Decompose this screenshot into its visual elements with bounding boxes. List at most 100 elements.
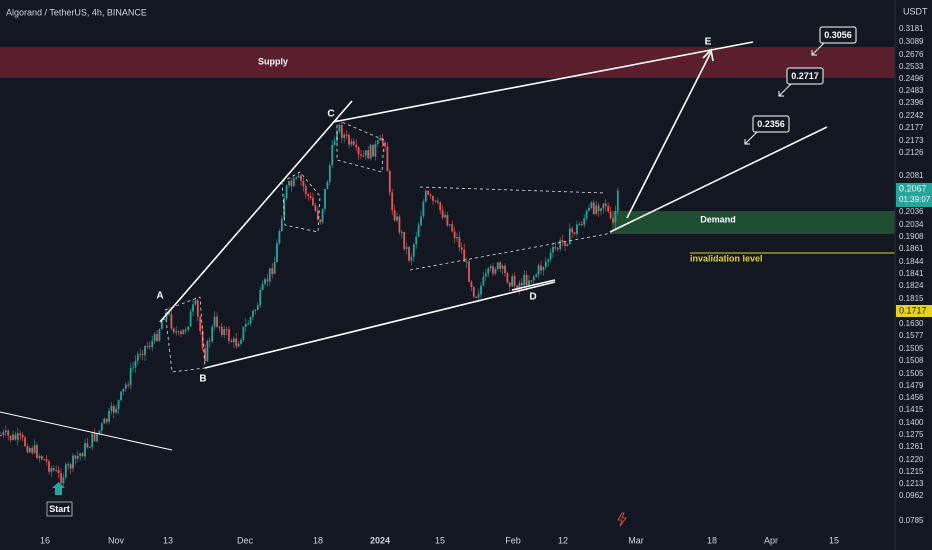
target-box — [819, 26, 857, 44]
candle-body — [340, 124, 343, 138]
price-tick-label: 0.0785 — [899, 516, 924, 525]
candle-body — [494, 269, 497, 274]
wave-label: C — [327, 109, 334, 120]
candle-body — [172, 328, 175, 333]
candle-body — [112, 406, 115, 413]
candle-body — [285, 185, 288, 199]
candle-body — [201, 330, 204, 349]
candle-body — [132, 367, 134, 369]
candle-body — [175, 331, 178, 333]
candle-body — [465, 261, 468, 263]
price-tick-label: 0.1841 — [899, 269, 924, 278]
candle-body — [542, 267, 545, 271]
candle-body — [9, 435, 12, 440]
candle-body — [566, 244, 569, 247]
candle-body — [268, 268, 271, 282]
price-tick-label: 0.2036 — [899, 207, 924, 216]
candle-body — [213, 316, 216, 327]
candle-body — [436, 200, 439, 203]
price-tick-label: 0.1577 — [899, 331, 924, 340]
price-tick-label: 0.2126 — [899, 148, 924, 157]
candle-body — [129, 368, 132, 386]
candle-body — [549, 252, 552, 260]
candle-body — [290, 181, 293, 187]
candle-body — [206, 340, 209, 362]
candle-body — [544, 261, 547, 268]
candle-body — [247, 323, 250, 325]
candle-body — [616, 190, 619, 212]
candle-body — [564, 241, 566, 247]
last-price: 0.2067 — [899, 183, 927, 193]
pattern-lines — [164, 119, 613, 373]
candle-body — [244, 323, 247, 327]
time-tick-label: 15 — [829, 535, 839, 545]
candle-body — [252, 310, 254, 318]
candle-body — [45, 459, 48, 462]
candle-body — [67, 464, 70, 466]
candle-body — [103, 418, 106, 424]
price-tick-label: 0.1479 — [899, 381, 924, 390]
candle-body — [376, 140, 379, 144]
candle-body — [444, 215, 446, 218]
candle-body — [26, 446, 29, 453]
candle-body — [235, 338, 238, 347]
candle-body — [422, 201, 425, 217]
candle-body — [374, 143, 377, 157]
candle-body — [446, 215, 449, 226]
candle-body — [448, 224, 451, 226]
candle-body — [211, 326, 214, 342]
candle-body — [280, 218, 283, 232]
time-axis-bg — [0, 530, 895, 550]
candle-body — [96, 433, 98, 442]
candle-body — [288, 181, 290, 186]
candle-body — [36, 445, 38, 459]
candle-body — [72, 455, 74, 469]
candle-body — [84, 443, 86, 457]
candle-body — [292, 178, 295, 187]
candle-body — [220, 326, 223, 335]
candle-body — [297, 175, 300, 178]
candle-body — [427, 190, 430, 195]
candle-body — [259, 290, 262, 306]
candle-body — [405, 247, 408, 249]
candle-body — [307, 194, 310, 196]
candle-body — [412, 244, 415, 257]
target-box — [786, 67, 824, 85]
candle-body — [508, 282, 511, 287]
candle-body — [506, 272, 509, 283]
price-tick-label: 0.1908 — [899, 232, 924, 241]
candle-body — [120, 391, 122, 401]
candle-body — [372, 144, 374, 157]
candle-body — [160, 319, 163, 330]
candle-body — [204, 348, 206, 362]
candle-body — [360, 154, 362, 156]
candle-body — [256, 305, 259, 310]
candles — [0, 120, 619, 489]
target-label: 0.2717 — [791, 71, 819, 81]
candle-body — [177, 331, 180, 333]
candle-body — [7, 430, 10, 436]
candle-body — [43, 459, 46, 461]
candle-body — [609, 211, 612, 219]
candle-body — [525, 274, 528, 286]
candle-body — [124, 384, 127, 389]
price-tick-label: 0.2173 — [899, 136, 924, 145]
candle-body — [547, 259, 550, 262]
candle-body — [309, 195, 312, 198]
candle-body — [480, 285, 482, 295]
price-tick-label: 0.2396 — [899, 98, 924, 107]
candle-body — [319, 219, 322, 223]
price-tick-label: 0.1815 — [899, 294, 924, 303]
candle-body — [388, 171, 391, 193]
candle-body — [242, 326, 245, 340]
candle-body — [100, 423, 103, 431]
candle-body — [590, 202, 593, 208]
candle-body — [338, 124, 341, 132]
candle-body — [578, 223, 581, 225]
wave-label: A — [156, 291, 163, 302]
candle-body — [91, 433, 94, 447]
start-arrow — [52, 482, 65, 495]
candle-body — [607, 205, 610, 212]
candle-body — [300, 175, 302, 181]
